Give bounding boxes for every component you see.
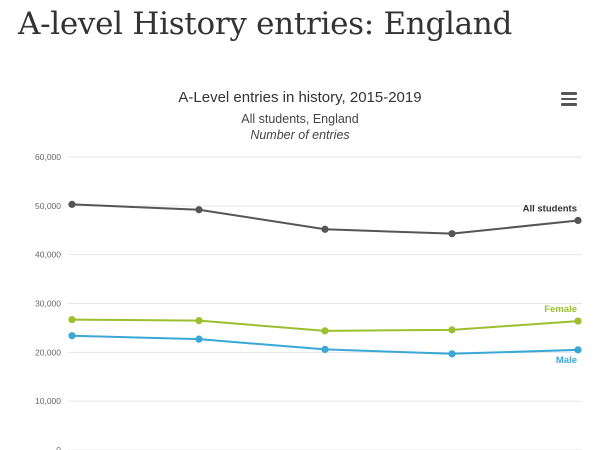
y-tick-label: 0 xyxy=(56,445,61,450)
y-tick-label: 10,000 xyxy=(35,396,61,406)
data-point xyxy=(574,346,582,354)
y-tick-label: 20,000 xyxy=(35,347,61,357)
data-point xyxy=(574,317,582,325)
data-point xyxy=(68,332,76,340)
data-point xyxy=(448,326,456,334)
data-point xyxy=(195,206,203,214)
hamburger-menu-icon[interactable] xyxy=(561,92,577,106)
chart-subtitle: All students, England xyxy=(241,112,359,126)
page-title: A-level History entries: England xyxy=(18,6,513,42)
menu-bar xyxy=(561,92,577,95)
data-point xyxy=(68,200,76,208)
chart-units-subtitle: Number of entries xyxy=(250,128,350,142)
y-tick-label: 60,000 xyxy=(35,152,61,162)
data-point xyxy=(321,327,329,335)
y-tick-label: 30,000 xyxy=(35,299,61,309)
y-tick-label: 50,000 xyxy=(35,201,61,211)
series-label: Male xyxy=(556,355,577,366)
data-point xyxy=(448,230,456,238)
menu-bar xyxy=(561,103,577,106)
data-point xyxy=(448,350,456,358)
series-label: Female xyxy=(544,304,577,315)
data-point xyxy=(321,225,329,233)
data-point xyxy=(68,316,76,324)
y-tick-label: 40,000 xyxy=(35,250,61,260)
data-point xyxy=(195,335,203,343)
series-label: All students xyxy=(523,203,577,214)
menu-bar xyxy=(561,97,577,100)
data-point xyxy=(321,345,329,354)
chart-title: A-Level entries in history, 2015-2019 xyxy=(178,89,422,106)
data-point xyxy=(195,316,203,325)
data-point xyxy=(574,216,582,225)
